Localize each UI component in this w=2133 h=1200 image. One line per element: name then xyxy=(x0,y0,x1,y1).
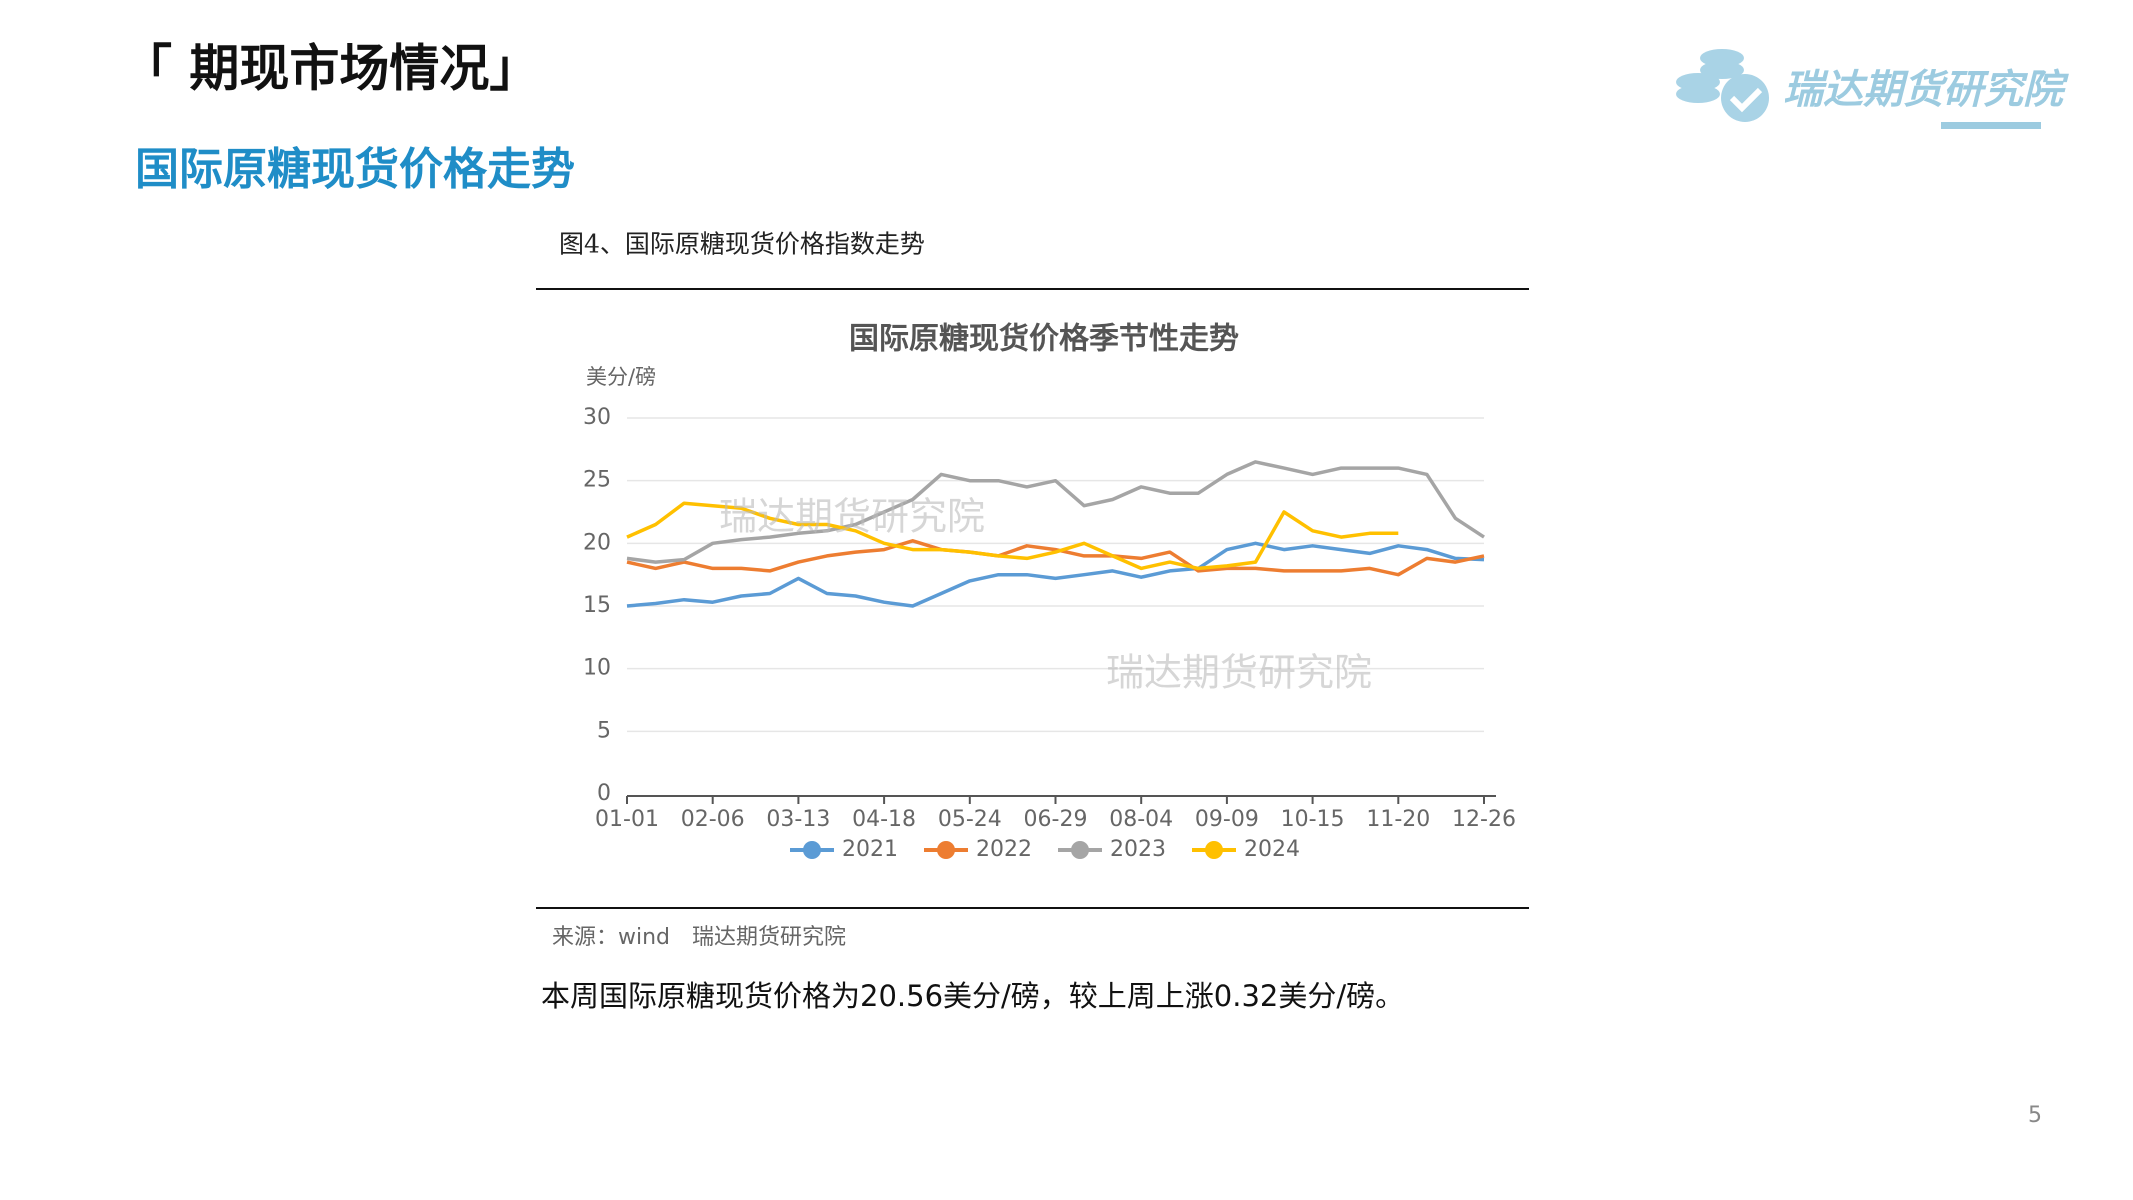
legend-label: 2022 xyxy=(976,837,1032,862)
x-tick-label: 08-04 xyxy=(1109,807,1173,832)
legend-label: 2024 xyxy=(1244,837,1300,862)
subtitle: 国际原糖现货价格走势 xyxy=(135,144,575,195)
chart-title: 国际原糖现货价格季节性走势 xyxy=(849,322,1239,357)
x-tick-label: 02-06 xyxy=(681,807,745,832)
logo-text: 瑞达期货研究院 xyxy=(1783,67,2069,113)
x-tick-label: 09-09 xyxy=(1195,807,1259,832)
header-title: 「 期现市场情况」 xyxy=(122,40,539,98)
x-tick-label: 06-29 xyxy=(1024,807,1088,832)
series-line xyxy=(626,539,1485,577)
x-tick-label: 11-20 xyxy=(1366,807,1430,832)
logo-icon xyxy=(1676,49,1769,122)
y-tick-label: 30 xyxy=(583,405,611,430)
y-axis-label: 美分/磅 xyxy=(586,365,656,389)
x-tick-label: 10-15 xyxy=(1281,807,1345,832)
x-tick-label: 05-24 xyxy=(938,807,1002,832)
summary: 本周国际原糖现货价格为20.56美分/磅，较上周上涨0.32美分/磅。 xyxy=(541,979,1404,1013)
source: 来源：wind 瑞达期货研究院 xyxy=(552,925,846,950)
watermark: 瑞达期货研究院 xyxy=(719,495,985,539)
y-tick-label: 25 xyxy=(583,468,611,493)
y-tick-label: 20 xyxy=(583,530,611,555)
x-tick-label: 12-26 xyxy=(1452,807,1516,832)
legend-marker xyxy=(1071,841,1089,859)
legend-marker xyxy=(803,841,821,859)
logo-bar xyxy=(1941,122,2041,129)
x-tick-label: 04-18 xyxy=(852,807,916,832)
y-tick-label: 5 xyxy=(597,718,611,743)
y-tick-label: 0 xyxy=(597,781,611,806)
page-number: 5 xyxy=(2028,1103,2042,1128)
series-line xyxy=(626,541,1485,608)
legend-marker xyxy=(937,841,955,859)
series-line xyxy=(626,460,1485,564)
series-line xyxy=(626,501,1399,571)
watermark: 瑞达期货研究院 xyxy=(1106,651,1372,695)
figure-caption: 图4、国际原糖现货价格指数走势 xyxy=(559,230,925,259)
y-tick-label: 15 xyxy=(583,593,611,618)
legend-marker xyxy=(1205,841,1223,859)
x-tick-label: 01-01 xyxy=(595,807,659,832)
plot: 0 5 10 15 20 25 30 01-01 02-06 03-13 04-18 05-24 06-… xyxy=(583,405,1516,862)
legend-label: 2021 xyxy=(842,837,898,862)
y-tick-label: 10 xyxy=(583,656,611,681)
x-tick-label: 03-13 xyxy=(766,807,830,832)
legend-label: 2023 xyxy=(1110,837,1166,862)
